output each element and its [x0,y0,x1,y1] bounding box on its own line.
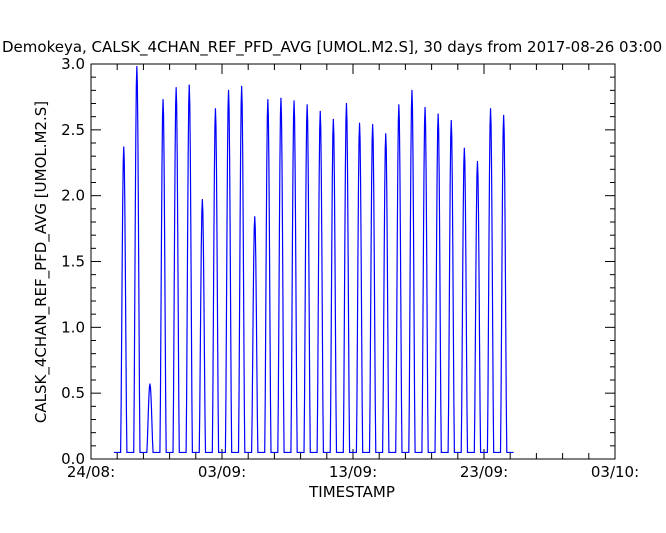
daily-peak-point [293,100,295,102]
y-tick-label: 1.0 [61,318,85,336]
daily-peak-point [149,383,151,385]
daily-peak-point [489,108,492,110]
daily-peak-point [503,114,505,116]
x-tick-label: 03/10: [591,463,639,481]
chart-title: Demokeya, CALSK_4CHAN_REF_PFD_AVG [UMOL.… [2,38,662,57]
daily-peak-point [411,89,413,91]
y-tick-label: 0.5 [61,384,85,402]
x-tick-label: 13/09: [329,463,377,481]
x-tick-label: 24/08: [67,463,115,481]
daily-peak-point [241,85,243,87]
daily-peak-point [424,106,426,109]
daily-peak-point [385,133,387,135]
daily-peak-point [437,113,439,115]
daily-peak-point [162,98,164,101]
daily-peak-point [332,118,334,120]
daily-peak-point [476,160,479,163]
daily-peak-point [188,84,190,86]
data-series [113,66,514,454]
y-tick-label: 1.5 [61,253,85,271]
daily-peak-point [398,104,400,106]
daily-peak-point [306,104,308,106]
x-axis-label: TIMESTAMP [308,483,395,501]
y-tick-label: 2.5 [61,121,85,139]
daily-peak-point [214,108,217,110]
daily-peak-point [280,97,282,99]
y-tick-label: 2.0 [61,187,85,205]
daily-peak-point [227,89,230,91]
x-tick-label: 03/09: [198,463,246,481]
y-tick-label: 0.0 [61,450,85,468]
y-tick-label: 3.0 [61,55,85,73]
x-tick-label: 23/09: [460,463,508,481]
x-axis: 24/08: 03/09: 13/09: 23/09: 03/10: [67,64,639,481]
y-axis: 0.0 0.5 1.0 1.5 2.0 2.5 3.0 [61,55,615,468]
y-axis-label: CALSK_4CHAN_REF_PFD_AVG [UMOL.M2.S] [32,101,51,423]
daily-peak-point [267,98,269,101]
daily-peak-point [372,123,374,126]
daily-peak-point [463,147,465,149]
daily-peak-point [450,120,452,122]
daily-peak-point [319,110,321,112]
daily-peak-point [345,102,348,105]
daily-peak-point [123,146,125,148]
daily-peak-point [136,66,138,68]
daily-peak-point [201,199,203,201]
plot-frame [90,63,616,460]
daily-peak-point [358,122,361,124]
series-line [113,66,514,454]
daily-peak-point [254,216,256,218]
daily-peak-point [175,87,177,89]
